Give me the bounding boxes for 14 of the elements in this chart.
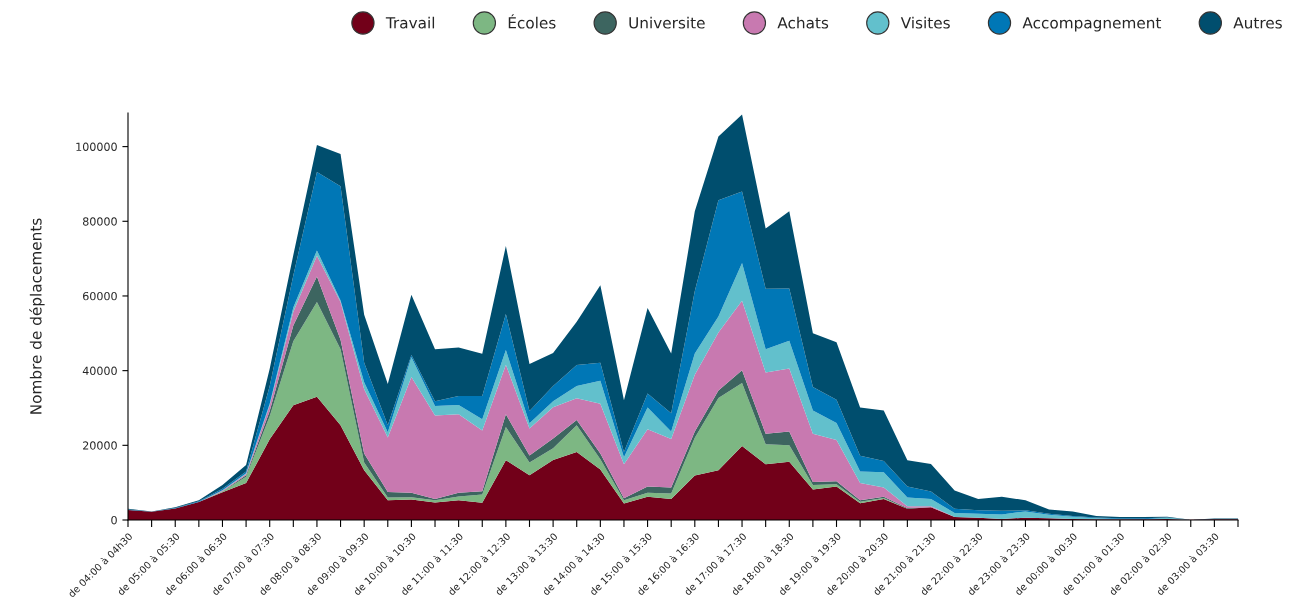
y-tick-label: 60000 (83, 291, 117, 301)
y-tick-label: 0 (111, 515, 117, 525)
legend-label: Travail (385, 16, 435, 29)
legend-label: Achats (777, 16, 829, 29)
y-tick-label: 20000 (83, 441, 117, 450)
y-tick-label: 100000 (76, 142, 117, 151)
legend-label: Accompagnement (1022, 17, 1162, 32)
legend-label: Visites (900, 16, 950, 29)
legend-label: Autres (1233, 17, 1282, 29)
y-tick-label: 40000 (82, 366, 117, 376)
legend-label: Universite (629, 16, 705, 29)
y-axis-title: Nombre de déplacements (29, 218, 45, 414)
legend-label: Écoles (508, 14, 556, 29)
y-tick-label: 80000 (82, 217, 117, 226)
